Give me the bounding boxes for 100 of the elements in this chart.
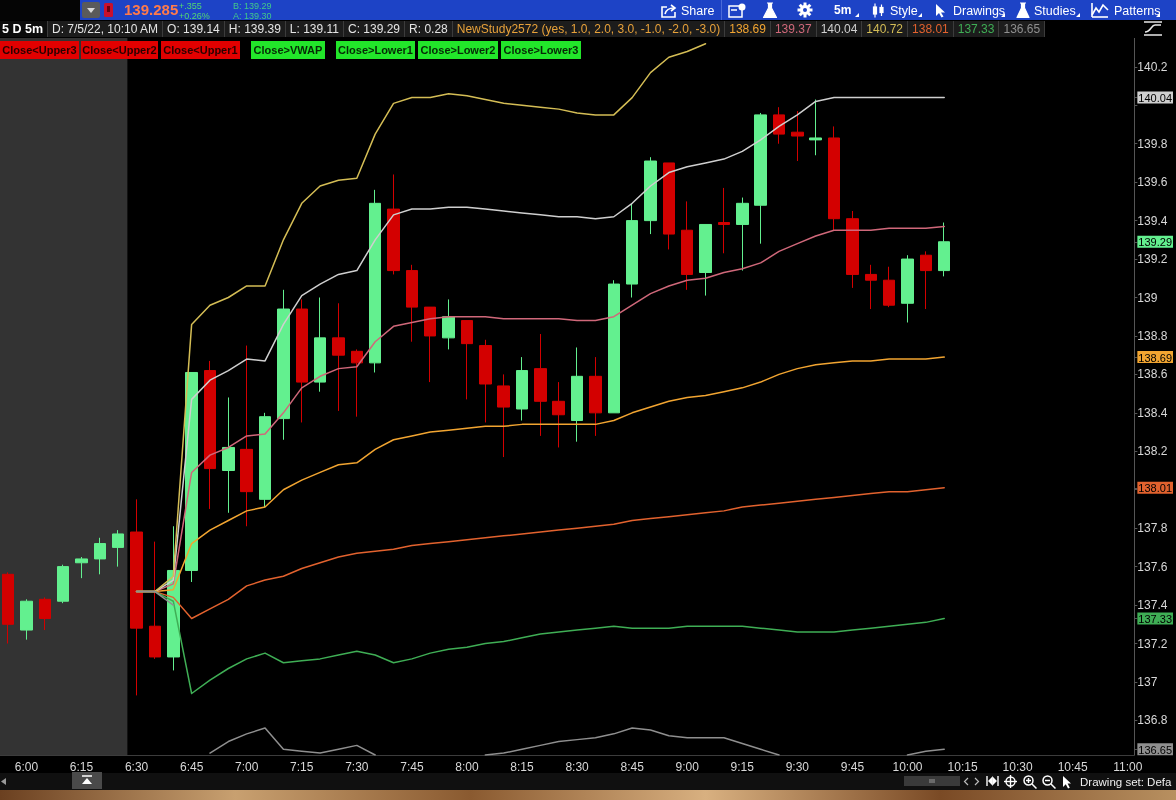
candlestick xyxy=(681,200,693,291)
candlestick xyxy=(332,302,345,412)
candlestick xyxy=(644,156,657,235)
candlestick xyxy=(497,373,510,458)
candlestick xyxy=(883,266,895,308)
candlestick xyxy=(773,106,785,145)
y-tick-label: 137 xyxy=(1137,674,1158,689)
text: L: 139.11 xyxy=(289,22,339,36)
candlestick xyxy=(901,254,914,323)
candlestick xyxy=(351,348,363,418)
candlestick xyxy=(406,264,418,343)
x-tick-label: 6:30 xyxy=(124,760,149,774)
text: B: 139.29 xyxy=(233,1,272,11)
candlestick xyxy=(369,189,381,373)
text: Studies xyxy=(1034,4,1076,18)
candlestick xyxy=(259,412,271,508)
candlestick xyxy=(387,173,400,275)
candlestick xyxy=(534,333,547,437)
annotation: Close>VWAP xyxy=(253,44,323,56)
candlestick xyxy=(204,360,216,510)
text: A: 139.30 xyxy=(233,11,272,21)
candlestick xyxy=(479,339,492,423)
x-tick-label: 6:00 xyxy=(14,760,39,774)
candlestick xyxy=(809,99,822,156)
text: O: 139.14 xyxy=(167,22,220,36)
text: 137.33 xyxy=(957,22,995,36)
y-tick-label: 140.04 xyxy=(1138,92,1173,105)
candlestick xyxy=(754,112,767,245)
candlestick xyxy=(424,306,436,383)
x-tick-label: 8:45 xyxy=(620,760,645,774)
candlestick xyxy=(865,264,877,310)
x-tick-label: 6:15 xyxy=(69,760,94,774)
candlestick xyxy=(571,346,583,443)
text: D: 7/5/22, 10:10 AM xyxy=(52,22,159,36)
text: Drawings xyxy=(953,4,1006,18)
candlestick xyxy=(736,197,749,272)
x-tick-label: 7:30 xyxy=(345,760,369,774)
x-tick-label: 10:30 xyxy=(1002,760,1033,774)
candlestick xyxy=(240,345,253,527)
y-tick-label: 139.6 xyxy=(1137,175,1168,190)
text: C: 139.29 xyxy=(348,22,401,36)
x-tick-label: 8:30 xyxy=(565,760,590,774)
candlestick xyxy=(938,222,950,277)
y-tick-label: 138.8 xyxy=(1137,328,1168,343)
x-tick-label: 8:00 xyxy=(455,760,479,774)
candlestick xyxy=(461,320,473,400)
x-tick-label: 9:45 xyxy=(840,760,865,774)
candlestick xyxy=(828,125,840,231)
y-tick-label: 138.69 xyxy=(1138,351,1173,364)
x-tick-label: 9:00 xyxy=(675,760,700,774)
candlestick xyxy=(149,541,161,660)
y-tick-label: 138.01 xyxy=(1138,482,1173,495)
annotation: Close<Upper3 xyxy=(2,44,77,56)
y-tick-label: 138.4 xyxy=(1137,405,1168,420)
text: 140.04 xyxy=(820,22,858,36)
x-tick-label: 10:45 xyxy=(1057,760,1089,774)
text: Patterns xyxy=(1114,4,1161,18)
candlestick xyxy=(130,498,143,696)
y-tick-label: 139.8 xyxy=(1137,136,1168,151)
x-tick-label: 10:00 xyxy=(892,760,923,774)
text: NewStudy2572 (yes, 1.0, 2.0, 3.0, -1.0, -2.0, -3.0) xyxy=(456,22,721,36)
candlestick xyxy=(718,187,730,254)
text: 138.69 xyxy=(729,22,766,36)
candlestick xyxy=(552,381,565,448)
candlestick xyxy=(626,202,638,298)
text: Share xyxy=(681,4,715,18)
y-tick-label: 139.4 xyxy=(1137,213,1168,228)
candlestick xyxy=(94,537,106,575)
x-tick-label: 6:45 xyxy=(179,760,204,774)
candlestick xyxy=(516,356,528,422)
candlestick xyxy=(442,298,455,350)
y-tick-label: 138.2 xyxy=(1137,444,1168,459)
x-tick-label: 10:15 xyxy=(947,760,978,774)
text: 136.65 xyxy=(1003,22,1041,36)
candlestick xyxy=(277,289,290,441)
text: 139.37 xyxy=(774,22,812,36)
y-tick-label: 139 xyxy=(1137,290,1158,305)
candlestick xyxy=(20,598,33,641)
x-tick-label: 9:15 xyxy=(730,760,755,774)
text: H: 139.39 xyxy=(228,22,281,36)
candlestick xyxy=(699,223,712,297)
text: R: 0.28 xyxy=(409,22,448,36)
text: +.355 xyxy=(179,1,202,11)
candlestick xyxy=(920,250,932,310)
y-tick-label: 138.6 xyxy=(1137,367,1168,382)
text: Drawing set: Defa xyxy=(1080,776,1172,788)
y-tick-label: 137.8 xyxy=(1137,521,1168,536)
text: +0.26% xyxy=(179,11,210,21)
candlestick xyxy=(39,596,51,631)
candlestick xyxy=(589,356,602,437)
y-tick-label: 137.6 xyxy=(1137,559,1168,574)
annotation: Close>Lower1 xyxy=(338,44,413,56)
y-tick-label: 136.8 xyxy=(1137,713,1168,728)
candlestick xyxy=(608,279,620,414)
x-tick-label: 7:15 xyxy=(290,760,314,774)
annotation: Close>Lower3 xyxy=(503,44,579,56)
text: Style xyxy=(890,4,918,18)
text: 139.285 xyxy=(124,1,179,18)
x-tick-label: 8:15 xyxy=(510,760,535,774)
y-tick-label: 137.4 xyxy=(1137,598,1168,613)
